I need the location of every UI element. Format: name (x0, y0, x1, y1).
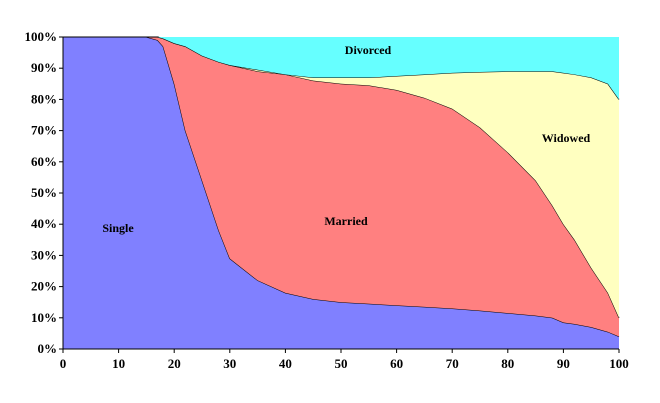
y-tick-label: 70% (31, 123, 57, 138)
series-label-divorced: Divorced (345, 43, 392, 57)
y-tick-label: 20% (31, 279, 57, 294)
series-label-widowed: Widowed (542, 131, 591, 145)
y-tick-label: 50% (31, 185, 57, 200)
x-tick-label: 50 (335, 356, 348, 371)
series-label-married: Married (324, 214, 368, 228)
y-tick-label: 30% (31, 247, 57, 262)
x-tick-label: 40 (279, 356, 292, 371)
axes: 0% 10% 20% 30% 40% 50% 60% 70% 80% 90% 100% 0 10 20 30… (25, 29, 629, 371)
area-single (63, 37, 619, 349)
area-married (63, 37, 619, 337)
x-tick-label: 70 (446, 356, 459, 371)
y-tick-label: 90% (31, 60, 57, 75)
x-tick-label: 90 (557, 356, 570, 371)
series-labels: Single Married Widowed Divorced (102, 43, 590, 235)
area-divorced (63, 37, 619, 100)
y-tick-label: 0% (38, 341, 58, 356)
plot-areas (63, 36, 620, 349)
x-tick-label: 80 (501, 356, 514, 371)
y-tick-label: 80% (31, 91, 57, 106)
x-tick-label: 100 (609, 356, 629, 371)
x-tick-label: 20 (168, 356, 181, 371)
x-tick-label: 60 (390, 356, 403, 371)
x-tick-label: 10 (112, 356, 125, 371)
y-tick-label: 40% (31, 216, 57, 231)
y-tick-label: 10% (31, 310, 57, 325)
y-tick-label: 100% (25, 29, 58, 44)
area-widowed (63, 37, 619, 318)
series-label-single: Single (102, 221, 134, 235)
x-tick-label: 0 (60, 356, 67, 371)
y-tick-label: 60% (31, 154, 57, 169)
x-tick-label: 30 (223, 356, 236, 371)
